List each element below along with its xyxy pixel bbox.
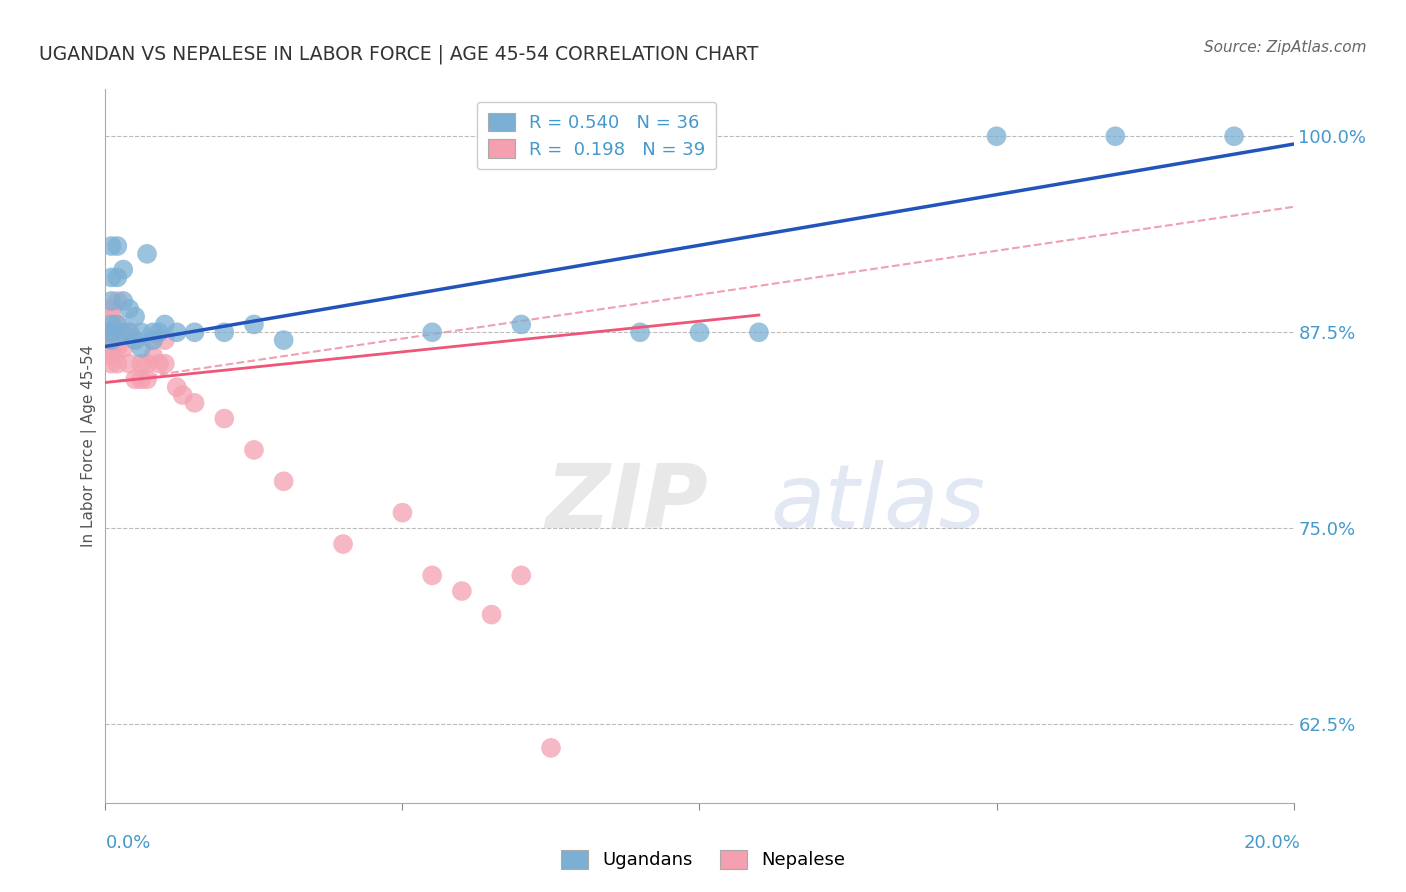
Point [100,270,122,285]
Point [1104,129,1126,144]
Point [689,326,711,340]
Point [1223,129,1246,144]
Point [118,301,141,316]
Point [481,607,503,622]
Point [100,293,122,308]
Point [118,326,141,340]
Point [142,333,165,347]
Text: 0.0%: 0.0% [105,834,150,852]
Point [124,372,146,386]
Point [214,326,236,340]
Point [100,333,122,347]
Point [183,396,205,410]
Point [112,326,135,340]
Point [124,333,146,347]
Point [105,293,128,308]
Point [183,326,205,340]
Point [105,357,128,371]
Point [148,357,170,371]
Point [124,333,146,347]
Point [748,326,770,340]
Legend: Ugandans, Nepalese: Ugandans, Nepalese [551,841,855,879]
Point [105,239,128,253]
Point [166,326,188,340]
Point [118,326,141,340]
Point [332,537,354,551]
Point [391,506,413,520]
Legend: R = 0.540   N = 36, R =  0.198   N = 39: R = 0.540 N = 36, R = 0.198 N = 39 [477,102,716,169]
Point [112,262,135,277]
Point [118,357,141,371]
Point [100,239,122,253]
Point [142,333,165,347]
Point [100,326,122,340]
Text: UGANDAN VS NEPALESE IN LABOR FORCE | AGE 45-54 CORRELATION CHART: UGANDAN VS NEPALESE IN LABOR FORCE | AGE… [39,45,759,64]
Point [100,326,122,340]
Point [142,349,165,363]
Point [153,333,176,347]
Point [136,247,159,261]
Point [986,129,1008,144]
Point [420,326,443,340]
Text: atlas: atlas [770,460,986,546]
Point [112,326,135,340]
Point [510,568,533,582]
Point [100,310,122,324]
Point [510,318,533,332]
Point [129,357,152,371]
Point [153,357,176,371]
Point [628,326,651,340]
Point [420,568,443,582]
Point [136,372,159,386]
Point [105,318,128,332]
Point [105,270,128,285]
Text: Source: ZipAtlas.com: Source: ZipAtlas.com [1204,40,1367,55]
Point [148,326,170,340]
Point [100,357,122,371]
Point [112,293,135,308]
Point [100,301,122,316]
Point [450,584,472,599]
Point [214,411,236,425]
Point [136,357,159,371]
Point [100,333,122,347]
Y-axis label: In Labor Force | Age 45-54: In Labor Force | Age 45-54 [82,345,97,547]
Point [100,349,122,363]
Point [172,388,194,402]
Point [129,372,152,386]
Point [243,318,266,332]
Point [100,341,122,355]
Point [243,442,266,457]
Text: 20.0%: 20.0% [1244,834,1301,852]
Text: ZIP: ZIP [546,459,707,547]
Point [153,318,176,332]
Point [105,341,128,355]
Point [166,380,188,394]
Point [112,341,135,355]
Point [540,740,562,755]
Point [273,333,295,347]
Point [129,326,152,340]
Point [129,341,152,355]
Point [124,310,146,324]
Point [142,326,165,340]
Point [273,475,295,489]
Point [100,318,122,332]
Point [105,318,128,332]
